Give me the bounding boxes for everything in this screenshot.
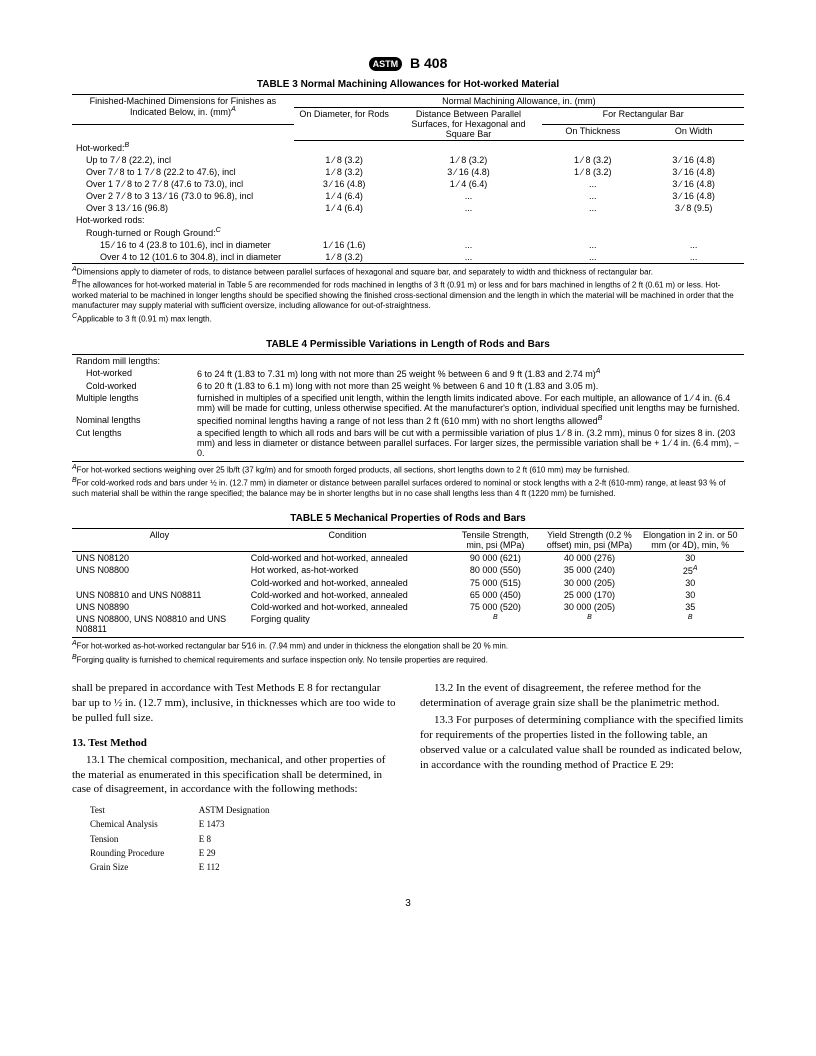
t4-group: Random mill lengths: (72, 354, 193, 367)
para-13-2: 13.2 In the event of disagreement, the r… (420, 681, 744, 711)
table5: Alloy Condition Tensile Strength, min, p… (72, 528, 744, 638)
table-row: Tension (72, 832, 199, 846)
table3: Finished-Machined Dimensions for Finishe… (72, 94, 744, 264)
table-row: Cut lengths (72, 427, 193, 459)
t3-footnote-b: BThe allowances for hot-worked material … (72, 279, 744, 311)
spec-number: B 408 (410, 55, 447, 71)
table-row: Multiple lengths (72, 392, 193, 414)
table-row: Over 2 7 ⁄ 8 to 3 13 ⁄ 16 (73.0 to 96.8)… (72, 190, 294, 202)
t5-h-tensile: Tensile Strength, min, psi (MPa) (448, 529, 542, 552)
t5-h-alloy: Alloy (72, 529, 247, 552)
para-13-1: 13.1 The chemical composition, mechanica… (72, 753, 396, 798)
t3-col-rect: For Rectangular Bar (542, 108, 744, 125)
table-row: Over 1 7 ⁄ 8 to 2 7 ⁄ 8 (47.6 to 73.0), … (72, 178, 294, 190)
section-13-head: 13. Test Method (72, 736, 396, 751)
t3-group1: Hot-worked: (76, 143, 125, 153)
table3-title: TABLE 3 Normal Machining Allowances for … (72, 79, 744, 90)
table-row: Rounding Procedure (72, 846, 199, 860)
table-row: Cold-worked (72, 380, 193, 392)
mini-h2: ASTM Designation (199, 803, 299, 817)
t4-footnote-b: BFor cold-worked rods and bars under ½ i… (72, 477, 744, 499)
t3-col-diameter: On Diameter, for Rods (294, 108, 395, 141)
mini-h1: Test (72, 803, 199, 817)
t3-group2b: Rough-turned or Rough Ground: (86, 228, 216, 238)
astm-logo: ASTM (369, 57, 403, 71)
body-columns: shall be prepared in accordance with Tes… (72, 681, 744, 874)
t3-col-distance: Distance Between Parallel Surfaces, for … (395, 108, 543, 141)
t3-col-left: Finished-Machined Dimensions for Finishe… (90, 96, 277, 117)
table-row: Up to 7 ⁄ 8 (22.2), incl (72, 154, 294, 166)
document-header: ASTM B 408 (72, 55, 744, 71)
right-column: 13.2 In the event of disagreement, the r… (420, 681, 744, 874)
table-row: UNS N08810 and UNS N08811 (72, 589, 247, 601)
page-number: 3 (72, 898, 744, 909)
table-row: Over 7 ⁄ 8 to 1 7 ⁄ 8 (22.2 to 47.6), in… (72, 166, 294, 178)
table-row: Hot-worked (72, 367, 193, 380)
table-row: UNS N08120 (72, 552, 247, 565)
table-row: Over 4 to 12 (101.6 to 304.8), incl in d… (72, 251, 294, 264)
table-row: UNS N08800 (72, 564, 247, 577)
para-cont: shall be prepared in accordance with Tes… (72, 681, 396, 726)
t3-footnote-c: CApplicable to 3 ft (0.91 m) max length. (72, 313, 744, 325)
table-row: Nominal lengths (72, 414, 193, 427)
table-row: 15 ⁄ 16 to 4 (23.8 to 101.6), incl in di… (72, 239, 294, 251)
t5-footnote-b: BForging quality is furnished to chemica… (72, 654, 744, 666)
t5-h-yield: Yield Strength (0.2 % offset) min, psi (… (542, 529, 636, 552)
t3-col-thick: On Thickness (542, 124, 643, 141)
t3-head-main: Normal Machining Allowance, in. (mm) (294, 95, 744, 108)
left-column: shall be prepared in accordance with Tes… (72, 681, 396, 874)
t4-footnote-a: AFor hot-worked sections weighing over 2… (72, 464, 744, 476)
t3-group2a: Hot-worked rods: (72, 214, 294, 226)
table5-title: TABLE 5 Mechanical Properties of Rods an… (72, 513, 744, 524)
t3-col-width: On Width (643, 124, 744, 141)
table4-title: TABLE 4 Permissible Variations in Length… (72, 339, 744, 350)
table-row: UNS N08890 (72, 601, 247, 613)
t5-footnote-a: AFor hot-worked as-hot-worked rectangula… (72, 640, 744, 652)
t5-h-elong: Elongation in 2 in. or 50 mm (or 4D), mi… (636, 529, 744, 552)
table-row: Over 3 13 ⁄ 16 (96.8) (72, 202, 294, 214)
test-method-table: Test ASTM Designation Chemical AnalysisE… (72, 803, 299, 874)
table-row: Chemical Analysis (72, 817, 199, 831)
page: ASTM B 408 TABLE 3 Normal Machining Allo… (0, 0, 816, 939)
t5-h-cond: Condition (247, 529, 449, 552)
t3-footnote-a: ADimensions apply to diameter of rods, t… (72, 266, 744, 278)
table4: Random mill lengths: Hot-worked6 to 24 f… (72, 354, 744, 462)
para-13-3: 13.3 For purposes of determining complia… (420, 713, 744, 772)
table-row: UNS N08800, UNS N08810 and UNS N08811 (72, 613, 247, 635)
table-row (72, 577, 247, 589)
table-row: Grain Size (72, 860, 199, 874)
